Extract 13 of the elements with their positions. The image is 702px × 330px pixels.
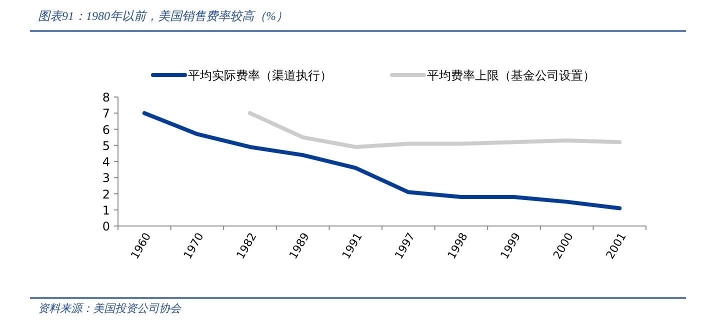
y-tick-label: 6 (102, 122, 110, 137)
text: 资料来源：美国投资公司协会 (38, 302, 182, 315)
legend-label: 平均实际费率（渠道执行） (188, 68, 332, 82)
chart-title: 图表91：1980年以前，美国销售费率较高（%） (38, 9, 288, 23)
y-tick-label: 1 (102, 203, 110, 218)
y-tick-label: 2 (102, 187, 110, 202)
y-tick-label: 5 (102, 138, 110, 153)
y-tick-label: 0 (102, 220, 110, 234)
y-tick-label: 8 (102, 90, 110, 104)
y-tick-label: 7 (102, 106, 110, 121)
legend-label: 平均费率上限（基金公司设置） (427, 68, 595, 82)
y-tick-label: 4 (102, 155, 110, 169)
y-tick-label: 3 (102, 171, 110, 186)
